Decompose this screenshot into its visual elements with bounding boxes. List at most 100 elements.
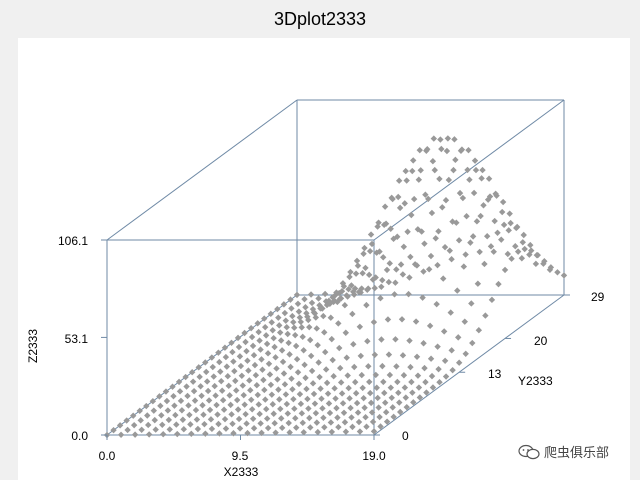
data-point	[395, 389, 402, 397]
data-point	[429, 384, 437, 391]
data-point	[498, 236, 505, 243]
data-point	[462, 350, 469, 357]
data-point	[407, 253, 414, 261]
data-point	[473, 218, 481, 225]
data-point	[342, 329, 350, 336]
data-point	[116, 422, 124, 429]
data-point	[145, 431, 153, 438]
data-point	[329, 356, 336, 364]
data-point	[228, 339, 235, 346]
data-point	[387, 225, 394, 232]
data-point	[320, 414, 327, 422]
data-point	[267, 310, 274, 318]
data-point	[371, 351, 379, 358]
data-point	[358, 371, 365, 379]
data-point	[410, 195, 418, 203]
data-point	[138, 426, 145, 433]
data-point	[261, 323, 269, 331]
data-point	[306, 323, 313, 331]
data-point	[264, 350, 272, 357]
wechat-icon	[518, 444, 540, 459]
data-point	[420, 268, 427, 275]
data-point	[410, 399, 417, 406]
data-point	[248, 396, 255, 404]
data-point	[261, 386, 268, 394]
data-point	[293, 356, 301, 363]
data-point	[382, 409, 390, 416]
data-point	[263, 405, 270, 413]
data-point	[340, 409, 348, 416]
data-point	[349, 310, 356, 318]
data-point	[301, 295, 308, 303]
data-point	[323, 379, 331, 387]
data-point	[444, 135, 452, 142]
data-point	[136, 407, 143, 415]
data-point	[409, 389, 416, 396]
data-point	[367, 399, 375, 407]
data-point	[209, 363, 216, 371]
data-point	[230, 430, 237, 437]
data-point	[506, 210, 513, 217]
data-point	[306, 414, 313, 422]
data-point	[253, 382, 261, 389]
data-point	[344, 293, 351, 300]
data-point	[222, 353, 230, 361]
data-point	[512, 243, 519, 250]
data-point	[257, 420, 264, 427]
data-point	[493, 192, 500, 199]
data-point	[366, 378, 373, 386]
data-point	[374, 394, 381, 402]
data-point	[482, 312, 489, 319]
data-point	[188, 368, 196, 376]
data-point	[383, 266, 391, 274]
data-point	[201, 420, 208, 428]
data-point	[532, 260, 540, 268]
data-point	[144, 412, 151, 419]
data-point	[152, 426, 159, 433]
data-point	[244, 357, 251, 364]
data-point	[332, 395, 339, 402]
data-point	[378, 336, 385, 343]
data-point	[386, 371, 394, 379]
data-point	[314, 428, 321, 436]
data-point	[321, 348, 329, 356]
data-point	[400, 243, 408, 251]
data-point	[446, 247, 453, 254]
data-point	[483, 232, 491, 240]
data-point	[401, 200, 408, 207]
data-point	[416, 394, 424, 401]
data-point	[354, 409, 362, 416]
data-point	[292, 342, 300, 350]
data-point	[219, 397, 227, 404]
data-point	[315, 295, 322, 302]
data-point	[403, 403, 410, 411]
data-point	[414, 372, 422, 379]
data-point	[413, 353, 421, 360]
data-point	[346, 395, 353, 402]
data-point	[406, 337, 413, 344]
scatter-points	[103, 135, 568, 439]
data-point	[246, 377, 253, 384]
data-point	[298, 410, 306, 417]
data-point	[205, 397, 213, 404]
data-point	[266, 371, 274, 378]
data-point	[285, 339, 292, 347]
data-point	[321, 424, 328, 431]
data-point	[396, 399, 403, 406]
data-point	[242, 410, 249, 418]
data-point	[110, 426, 117, 434]
data-point	[356, 428, 364, 435]
data-point	[469, 339, 476, 347]
data-point	[480, 202, 487, 209]
data-point	[371, 284, 378, 292]
data-point	[447, 309, 454, 316]
box-edge	[373, 294, 565, 436]
data-point	[287, 296, 294, 303]
data-point	[449, 366, 456, 374]
data-point	[415, 176, 423, 183]
data-point	[312, 409, 320, 417]
data-point	[211, 382, 218, 390]
data-point	[305, 316, 312, 324]
data-point	[541, 258, 548, 265]
data-point	[202, 359, 209, 366]
